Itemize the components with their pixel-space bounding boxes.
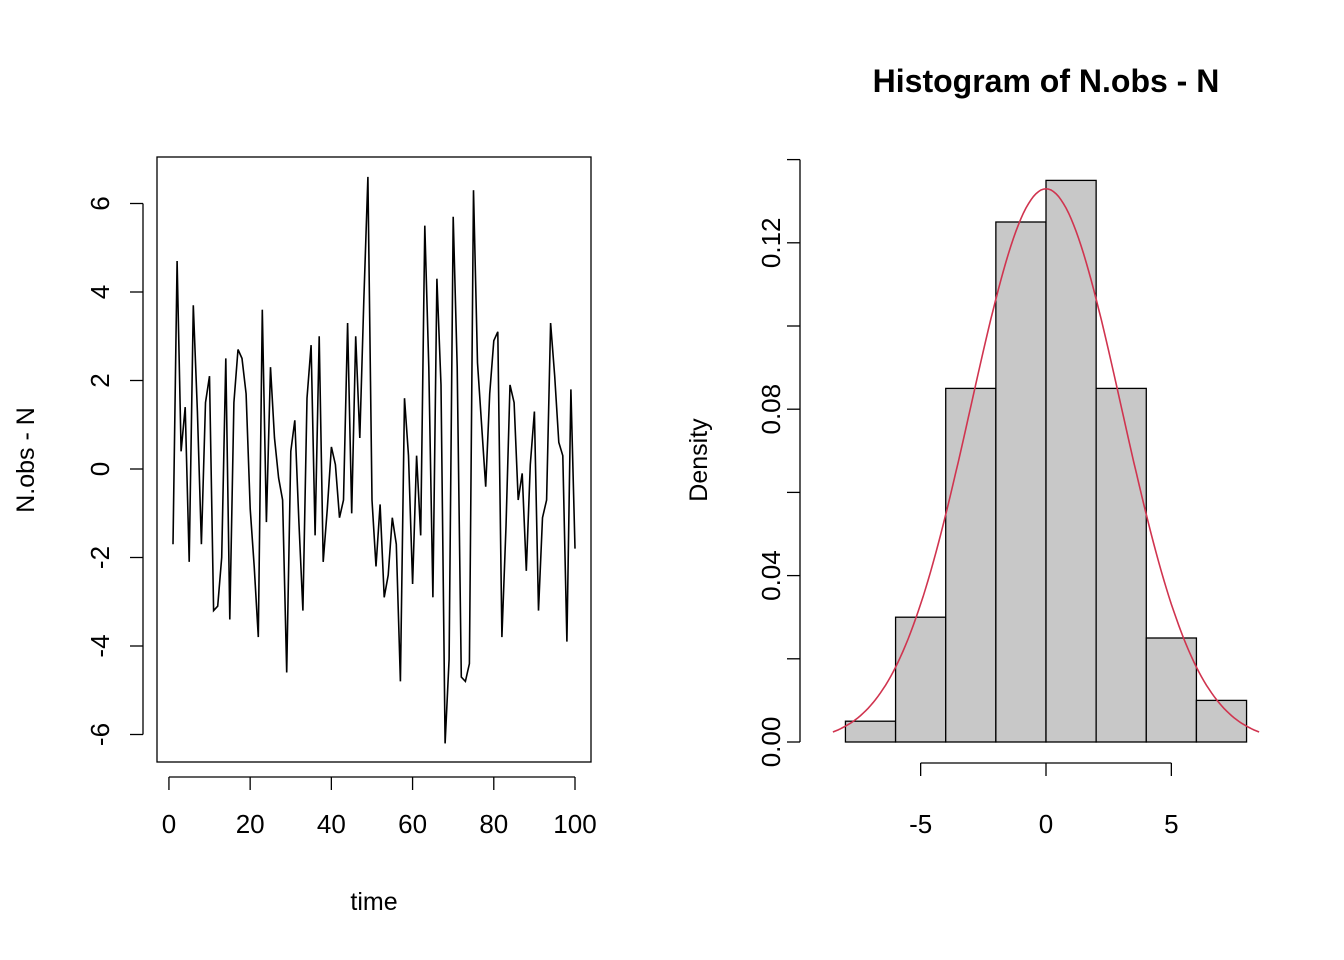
plot-frame xyxy=(156,156,592,763)
histogram-bar xyxy=(894,616,947,743)
histogram-bar xyxy=(945,387,997,743)
x-tick-label: 60 xyxy=(398,809,427,839)
chart-title: Histogram of N.obs - N xyxy=(873,63,1220,99)
x-tick-label: 0 xyxy=(162,809,176,839)
y-tick-label: 0.00 xyxy=(756,717,786,768)
x-tick-label: 80 xyxy=(479,809,508,839)
y-tick-label: 0 xyxy=(85,462,115,476)
normal-density-curve xyxy=(832,187,1260,733)
x-tick-label: 20 xyxy=(236,809,265,839)
y-axis-title: N.obs - N xyxy=(12,407,40,513)
y-tick-label: 2 xyxy=(85,373,115,387)
histogram-bar xyxy=(844,720,897,743)
histogram-bar xyxy=(995,221,1047,743)
y-tick-label: -6 xyxy=(85,723,115,746)
x-tick-label: 100 xyxy=(553,809,596,839)
y-tick-label: 6 xyxy=(85,196,115,210)
y-tick-label: 0.04 xyxy=(756,550,786,601)
time-series-line xyxy=(172,176,576,744)
x-axis-title: time xyxy=(350,888,397,916)
histogram-bar xyxy=(1045,179,1097,743)
histogram-bar xyxy=(1095,387,1147,743)
y-axis-title: Density xyxy=(685,418,713,502)
y-tick-label: -2 xyxy=(85,546,115,569)
y-tick-label: -4 xyxy=(85,634,115,657)
x-tick-label: -5 xyxy=(909,809,932,839)
x-tick-label: 40 xyxy=(317,809,346,839)
histogram-bar xyxy=(1145,637,1198,743)
y-tick-label: 4 xyxy=(85,285,115,299)
y-tick-label: 0.12 xyxy=(756,217,786,268)
time-series-panel: 0 20 40 60 80 100 -6 -4 -2 0 2 4 6 time N.obs - N xyxy=(12,156,597,916)
y-tick-label: 0.08 xyxy=(756,384,786,435)
x-tick-label: 0 xyxy=(1039,809,1053,839)
histogram-panel: Histogram of N.obs - N -5 0 5 0.00 0.04 0.08 0… xyxy=(685,63,1260,839)
x-tick-label: 5 xyxy=(1164,809,1178,839)
